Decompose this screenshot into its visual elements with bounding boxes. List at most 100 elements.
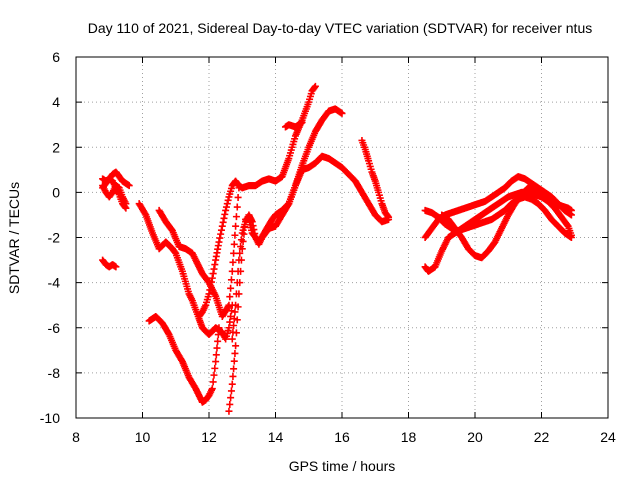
data-point [237,236,245,244]
data-point [237,243,245,251]
data-point [232,222,240,230]
data-point [233,279,241,287]
y-tick-label: -4 [48,275,61,291]
series-arc-k [281,118,306,131]
data-point [230,315,238,323]
x-tick-label: 22 [534,429,550,445]
data-point [229,258,237,266]
data-point [210,371,218,379]
y-tick-label: 2 [52,139,60,155]
x-tick-label: 20 [467,429,483,445]
x-tick-label: 16 [334,429,350,445]
data-point [222,203,230,211]
series-arc-h [195,82,319,320]
x-tick-label: 14 [268,429,284,445]
series-arc-j [228,152,393,343]
data-point [232,342,240,350]
y-tick-label: 0 [52,184,60,200]
data-point [223,200,231,208]
data-marks [99,82,575,415]
data-point [228,380,236,388]
data-point [225,407,233,415]
series-arc-c [99,182,130,208]
data-point [218,222,226,230]
data-point [231,308,239,316]
data-point [230,249,238,257]
data-point [217,230,225,238]
data-point [231,231,239,239]
data-point [232,213,240,221]
series-arc-p [438,184,575,262]
data-point [228,335,236,343]
data-point [125,182,133,190]
data-point [226,318,234,326]
x-tick-label: 24 [600,429,616,445]
data-point [230,365,238,373]
data-point [298,118,306,126]
data-point [251,230,259,238]
data-point [225,301,233,309]
data-point [212,358,220,366]
data-point [215,238,223,246]
data-point [249,222,257,230]
data-point [233,203,241,211]
data-point [311,83,319,91]
series-arc-d [99,256,120,271]
data-point [211,261,219,269]
data-point [229,372,237,380]
data-point [248,218,256,226]
y-tick-label: -8 [48,365,61,381]
data-point [567,234,575,241]
data-point [232,290,240,298]
data-point [211,364,219,372]
data-point [220,214,228,222]
data-point [384,212,392,220]
series-arc-l [358,136,393,221]
data-point [214,331,222,339]
data-point [227,312,235,320]
x-axis-label: GPS time / hours [289,458,396,474]
data-point [236,249,244,257]
data-point [122,200,130,208]
data-point [205,290,213,298]
data-point [222,206,230,214]
data-point [216,234,224,242]
data-point [232,301,240,309]
data-point [227,394,235,402]
data-point [230,357,238,365]
data-point [224,196,232,204]
y-tick-label: 6 [52,49,60,65]
data-point [208,385,216,393]
data-point [212,351,220,359]
chart-title: Day 110 of 2021, Sidereal Day-to-day VTE… [88,20,592,36]
data-point [215,324,223,332]
data-point [221,210,229,218]
y-tick-label: -6 [48,320,61,336]
data-point [226,293,234,301]
data-point [230,240,238,248]
data-point [225,324,233,332]
y-axis-label: SDTVAR / TECUs [6,182,22,294]
series-arc-g [155,184,243,320]
data-point [227,387,235,395]
data-point [229,328,237,336]
data-point [226,400,234,408]
data-point [234,267,242,275]
data-point [207,282,215,290]
data-point [234,193,242,201]
x-tick-label: 8 [72,429,80,445]
grid [76,57,608,418]
data-point [219,218,227,226]
data-point [338,109,346,117]
data-point [213,344,221,352]
y-tick-label: -2 [48,230,61,246]
data-point [209,378,217,386]
data-point [567,206,575,214]
data-point [207,278,215,286]
data-point [112,263,120,271]
data-point [224,303,232,311]
series-arc-f [145,312,223,406]
data-point [250,226,258,234]
